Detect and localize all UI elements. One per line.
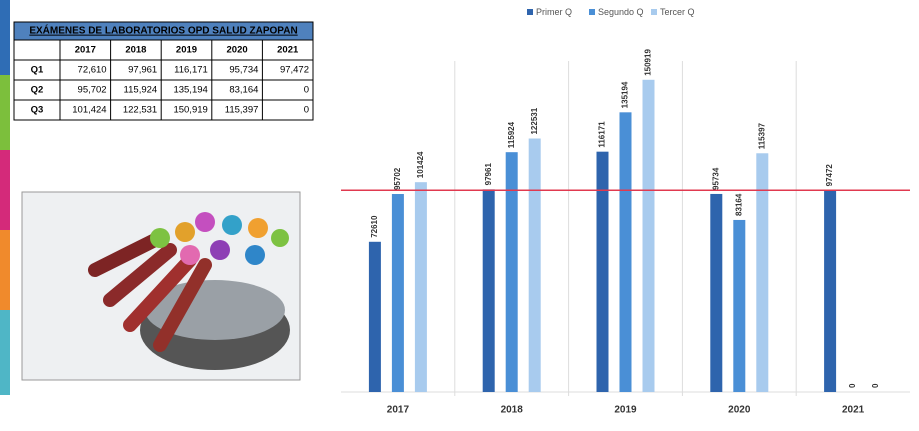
bar bbox=[505, 152, 518, 392]
x-tick-label: 2020 bbox=[728, 405, 751, 416]
stripe bbox=[0, 75, 10, 150]
x-tick-label: 2019 bbox=[614, 405, 637, 416]
value-label: 150919 bbox=[644, 49, 653, 76]
value-label: 83164 bbox=[734, 193, 743, 216]
x-tick-label: 2017 bbox=[387, 405, 410, 416]
legend-swatch bbox=[651, 9, 657, 15]
table-cell: 115,924 bbox=[124, 85, 158, 96]
stripe bbox=[0, 310, 10, 395]
table-row bbox=[13, 39, 314, 61]
value-label: 115397 bbox=[757, 122, 766, 149]
table-cell: 150,919 bbox=[173, 105, 207, 116]
table-row bbox=[13, 59, 314, 81]
stripe bbox=[0, 150, 10, 230]
table-row bbox=[13, 79, 314, 101]
legend-swatch bbox=[589, 9, 595, 15]
x-tick-label: 2021 bbox=[842, 405, 865, 416]
value-label: 101424 bbox=[416, 151, 425, 178]
bar bbox=[596, 151, 609, 392]
table-cell: 0 bbox=[304, 85, 309, 96]
legend-label: Tercer Q bbox=[660, 7, 695, 17]
table-cell: 95,734 bbox=[229, 65, 258, 76]
table-cell: 95,702 bbox=[78, 85, 107, 96]
value-label: 95702 bbox=[393, 167, 402, 190]
table-header: 2017 bbox=[75, 45, 96, 56]
table-row-label: Q3 bbox=[31, 105, 44, 116]
value-label: 115924 bbox=[507, 121, 516, 148]
stripe bbox=[0, 230, 10, 310]
table-cell: 0 bbox=[304, 105, 309, 116]
legend-swatch bbox=[527, 9, 533, 15]
bar bbox=[710, 193, 723, 392]
bar bbox=[824, 190, 837, 392]
bar bbox=[391, 194, 404, 392]
bar bbox=[756, 153, 769, 392]
value-label: 97472 bbox=[825, 164, 834, 187]
value-label: 116171 bbox=[598, 121, 607, 148]
table-header: 2021 bbox=[277, 45, 299, 56]
value-label: 72610 bbox=[370, 215, 379, 238]
value-label: 95734 bbox=[711, 167, 720, 190]
stripe bbox=[0, 0, 10, 75]
table-cell: 115,397 bbox=[225, 105, 259, 116]
legend-label: Primer Q bbox=[536, 7, 572, 17]
table-header: 2020 bbox=[227, 45, 248, 56]
table-cell: 97,961 bbox=[128, 65, 157, 76]
table-title: EXÁMENES DE LABORATORIOS OPD SALUD ZAPOP… bbox=[29, 24, 297, 37]
table-cell: 122,531 bbox=[123, 105, 157, 116]
bar bbox=[619, 112, 632, 392]
table-cell: 116,171 bbox=[174, 65, 208, 76]
value-label: 0 bbox=[848, 383, 857, 388]
value-label: 0 bbox=[871, 383, 880, 388]
bar bbox=[482, 189, 495, 392]
bar bbox=[414, 182, 427, 392]
data-table: EXÁMENES DE LABORATORIOS OPD SALUD ZAPOP… bbox=[13, 21, 314, 121]
bar bbox=[733, 219, 746, 392]
legend-label: Segundo Q bbox=[598, 7, 644, 17]
bar bbox=[528, 138, 541, 392]
bar bbox=[368, 241, 381, 392]
value-label: 135194 bbox=[621, 81, 630, 108]
table-cell: 72,610 bbox=[78, 65, 107, 76]
chart: Primer Q Segundo Q Tercer Q 2017 72610 95702 1… bbox=[341, 7, 910, 416]
photo bbox=[21, 191, 301, 381]
table-header: 2019 bbox=[176, 45, 197, 56]
table-row-label: Q2 bbox=[31, 85, 44, 96]
bar bbox=[642, 79, 655, 392]
table-header: 2018 bbox=[125, 45, 146, 56]
table-row bbox=[13, 99, 314, 121]
table-row-label: Q1 bbox=[31, 65, 44, 76]
table-cell: 83,164 bbox=[229, 85, 258, 96]
table-cell: 97,472 bbox=[280, 65, 309, 76]
value-label: 97961 bbox=[484, 163, 493, 186]
x-tick-label: 2018 bbox=[501, 405, 524, 416]
table-cell: 101,424 bbox=[72, 105, 106, 116]
value-label: 122531 bbox=[530, 107, 539, 134]
table-cell: 135,194 bbox=[173, 85, 207, 96]
